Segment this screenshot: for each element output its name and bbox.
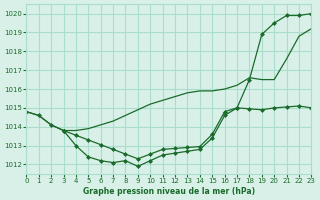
X-axis label: Graphe pression niveau de la mer (hPa): Graphe pression niveau de la mer (hPa) xyxy=(83,187,255,196)
